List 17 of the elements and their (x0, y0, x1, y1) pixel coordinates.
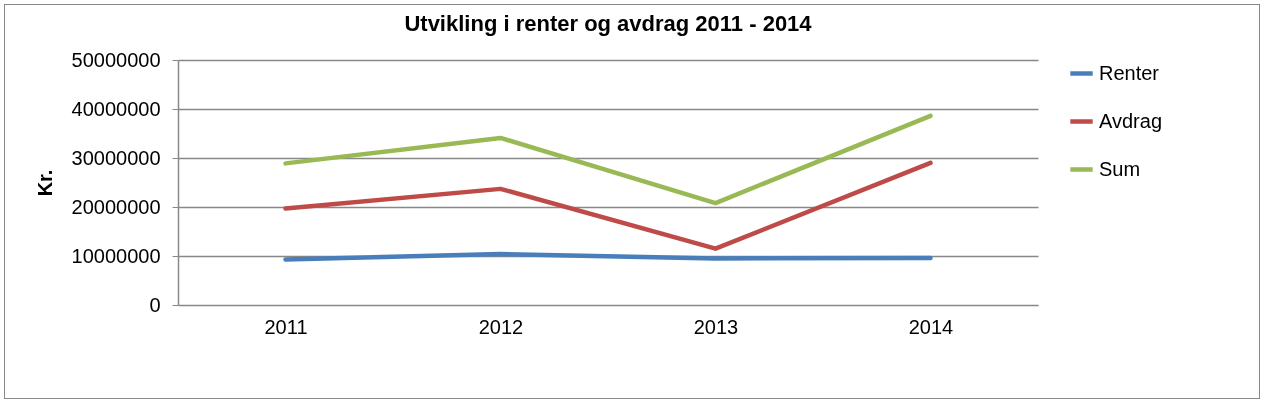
legend-label: Avdrag (1099, 109, 1163, 132)
legend-label: Renter (1099, 61, 1160, 84)
legend-label: Sum (1099, 157, 1141, 180)
line-series (283, 113, 933, 206)
y-tick-label: 40000000 (71, 97, 161, 120)
x-tick-label: 2014 (908, 315, 954, 338)
y-tick-label: 10000000 (71, 244, 161, 267)
y-axis-title: Kr. (33, 169, 56, 197)
x-tick-label: 2011 (264, 315, 308, 338)
x-tick-label: 2012 (478, 315, 524, 338)
y-tick-label: 0 (149, 293, 161, 316)
line-series (283, 160, 933, 251)
y-tick-label: 30000000 (71, 146, 161, 169)
x-tick-label: 2013 (693, 315, 739, 338)
chart-title: Utvikling i renter og avdrag 2011 - 2014 (404, 11, 813, 36)
y-tick-label: 50000000 (71, 48, 161, 71)
y-tick-label: 20000000 (71, 195, 161, 218)
